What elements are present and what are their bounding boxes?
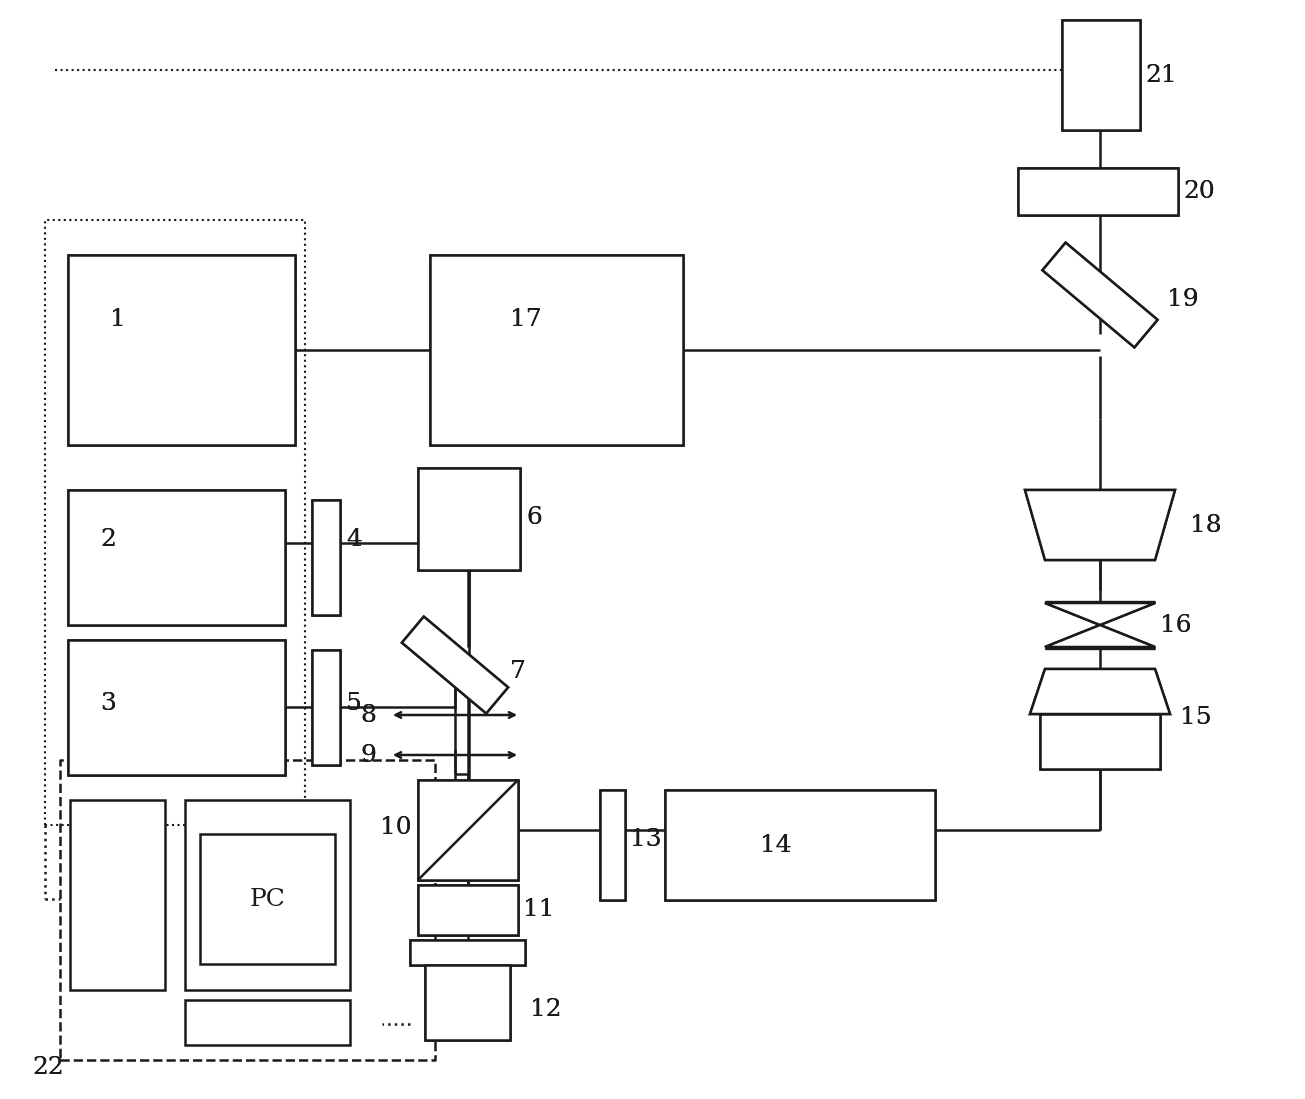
Bar	[418, 885, 518, 935]
Text: 11: 11	[523, 899, 555, 921]
Text: 22: 22	[33, 1055, 64, 1078]
Polygon shape	[1043, 243, 1158, 347]
Polygon shape	[402, 617, 508, 713]
Bar	[425, 965, 510, 1040]
Text: 17: 17	[510, 308, 542, 331]
Bar	[68, 640, 284, 775]
Bar	[1040, 714, 1160, 769]
Text: 14: 14	[760, 833, 792, 856]
Text: 2: 2	[100, 528, 116, 551]
Text: 15: 15	[1180, 706, 1211, 729]
Text: 1: 1	[110, 308, 125, 331]
Text: 7: 7	[510, 659, 526, 682]
Bar	[68, 255, 295, 445]
Text: 5: 5	[346, 692, 361, 715]
Bar	[418, 780, 518, 880]
Text: 8: 8	[360, 703, 376, 726]
Bar	[431, 255, 683, 445]
Text: 8: 8	[360, 703, 376, 726]
Polygon shape	[1024, 490, 1174, 560]
Text: 21: 21	[1144, 64, 1177, 87]
Polygon shape	[1030, 669, 1171, 714]
Bar	[410, 940, 525, 965]
Text: 19: 19	[1167, 288, 1198, 311]
Polygon shape	[1045, 603, 1155, 625]
Bar	[666, 790, 934, 900]
Text: 18: 18	[1190, 513, 1221, 536]
Text: 10: 10	[380, 815, 411, 839]
Bar	[68, 490, 284, 625]
Polygon shape	[1043, 243, 1158, 347]
Text: 9: 9	[360, 744, 376, 766]
Text: 22: 22	[33, 1055, 64, 1078]
Bar	[600, 790, 625, 900]
Text: 17: 17	[510, 308, 542, 331]
Polygon shape	[1045, 625, 1155, 647]
Bar	[312, 500, 341, 615]
Polygon shape	[1045, 603, 1155, 625]
Bar	[410, 940, 525, 965]
Text: 12: 12	[530, 998, 561, 1021]
Bar	[1018, 168, 1178, 215]
Bar	[312, 500, 341, 615]
Bar	[418, 780, 518, 880]
Text: 19: 19	[1167, 288, 1198, 311]
Bar	[185, 800, 350, 990]
Text: PC: PC	[251, 888, 286, 910]
Bar	[1040, 714, 1160, 769]
Bar	[666, 790, 934, 900]
Bar	[312, 650, 341, 765]
Text: 6: 6	[526, 506, 542, 529]
Text: 11: 11	[523, 899, 555, 921]
Bar	[1062, 20, 1141, 130]
Text: 3: 3	[100, 692, 116, 715]
Text: 10: 10	[380, 815, 411, 839]
Text: 12: 12	[530, 998, 561, 1021]
Text: 9: 9	[360, 744, 376, 766]
Text: 20: 20	[1184, 180, 1215, 203]
Text: 2: 2	[100, 528, 116, 551]
Bar	[68, 255, 295, 445]
Bar	[600, 790, 625, 900]
Bar	[185, 1000, 350, 1045]
Bar	[1062, 20, 1141, 130]
Text: 1: 1	[110, 308, 125, 331]
Bar	[200, 834, 335, 964]
Text: 21: 21	[1144, 64, 1177, 87]
Text: 14: 14	[760, 833, 792, 856]
Bar	[68, 490, 284, 625]
Bar	[70, 800, 164, 990]
Text: 15: 15	[1180, 706, 1211, 729]
Text: 16: 16	[1160, 613, 1191, 636]
Text: 3: 3	[100, 692, 116, 715]
Bar	[312, 650, 341, 765]
Text: 4: 4	[346, 528, 361, 551]
Text: 16: 16	[1160, 613, 1191, 636]
Text: 20: 20	[1184, 180, 1215, 203]
Polygon shape	[1030, 669, 1171, 714]
Text: 18: 18	[1190, 513, 1221, 536]
Bar	[1018, 168, 1178, 215]
Text: 7: 7	[510, 659, 526, 682]
Bar	[418, 468, 519, 570]
Bar	[68, 640, 284, 775]
Text: 6: 6	[526, 506, 542, 529]
Text: 13: 13	[630, 828, 662, 851]
Text: 4: 4	[346, 528, 361, 551]
Bar	[431, 255, 683, 445]
Bar	[425, 965, 510, 1040]
Bar	[418, 885, 518, 935]
Text: 13: 13	[630, 828, 662, 851]
Polygon shape	[402, 617, 508, 713]
Polygon shape	[1045, 625, 1155, 647]
Polygon shape	[1024, 490, 1174, 560]
Text: 5: 5	[346, 692, 361, 715]
Bar	[418, 468, 519, 570]
